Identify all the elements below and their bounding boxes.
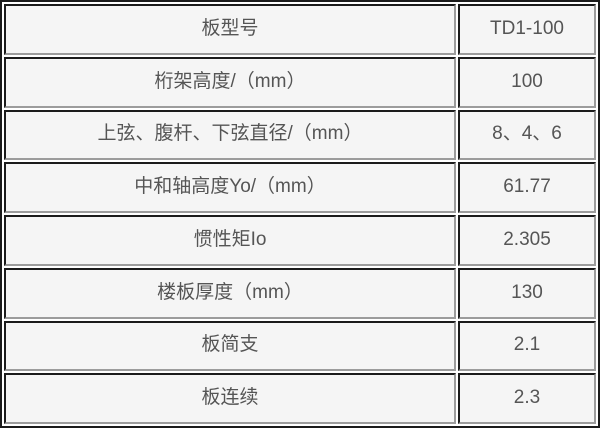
spec-value-cell: 2.3 — [458, 373, 596, 424]
table-row: 桁架高度/（mm） 100 — [4, 56, 596, 108]
spec-value-cell: 61.77 — [458, 162, 596, 213]
spec-value-cell: 130 — [458, 267, 596, 319]
spec-value-cell: 8、4、6 — [458, 109, 596, 161]
table-row: 楼板厚度（mm） 130 — [4, 267, 596, 319]
spec-label-cell: 板连续 — [4, 373, 456, 424]
spec-value-cell: 100 — [458, 56, 596, 108]
table-row: 板型号 TD1-100 — [4, 4, 596, 55]
table-row: 板简支 2.1 — [4, 320, 596, 372]
spec-value-cell: 2.1 — [458, 320, 596, 372]
spec-label-cell: 上弦、腹杆、下弦直径/（mm） — [4, 109, 456, 161]
table-row: 板连续 2.3 — [4, 373, 596, 424]
spec-label-cell: 桁架高度/（mm） — [4, 56, 456, 108]
spec-label-cell: 楼板厚度（mm） — [4, 267, 456, 319]
table-row: 惯性矩Io 2.305 — [4, 215, 596, 266]
spec-label-cell: 板简支 — [4, 320, 456, 372]
spec-label-cell: 板型号 — [4, 4, 456, 55]
spec-value-cell: TD1-100 — [458, 4, 596, 55]
spec-value-cell: 2.305 — [458, 215, 596, 266]
table-row: 中和轴高度Yo/（mm） 61.77 — [4, 162, 596, 213]
spec-label-cell: 中和轴高度Yo/（mm） — [4, 162, 456, 213]
table-row: 上弦、腹杆、下弦直径/（mm） 8、4、6 — [4, 109, 596, 161]
spec-label-cell: 惯性矩Io — [4, 215, 456, 266]
